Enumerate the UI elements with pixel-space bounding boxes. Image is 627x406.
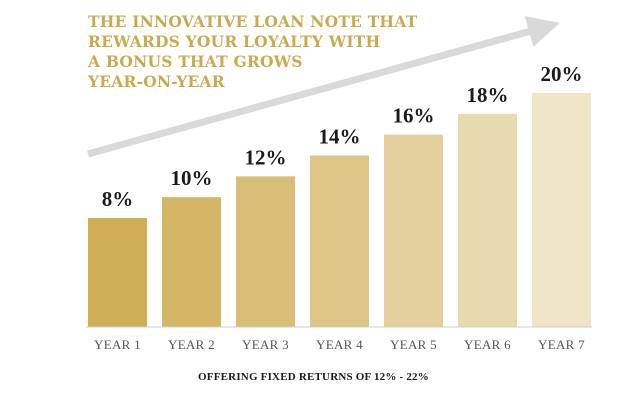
data-label-7: 20% <box>541 62 583 86</box>
x-axis-ticks: YEAR 1 YEAR 2 YEAR 3 YEAR 4 YEAR 5 YEAR 6 YEAR… <box>94 337 585 352</box>
x-tick-label-1: YEAR 1 <box>94 337 141 352</box>
data-label-3: 12% <box>245 145 287 169</box>
x-tick-label-3: YEAR 3 <box>242 337 289 352</box>
headline-line-4: YEAR-ON-YEAR <box>88 72 225 91</box>
bar-5 <box>384 134 443 327</box>
trend-arrow-head <box>524 16 560 47</box>
headline-line-1: THE INNOVATIVE LOAN NOTE THAT <box>88 12 418 31</box>
data-label-5: 16% <box>393 104 435 128</box>
data-label-6: 18% <box>467 83 509 107</box>
data-label-4: 14% <box>319 125 361 149</box>
bar-7 <box>532 93 591 327</box>
bar-6 <box>458 113 517 327</box>
trend-arrow <box>87 16 560 158</box>
data-label-1: 8% <box>102 187 134 211</box>
x-tick-label-6: YEAR 6 <box>464 337 511 352</box>
bar-2 <box>162 197 221 327</box>
headline: THE INNOVATIVE LOAN NOTE THAT REWARDS YO… <box>88 12 418 92</box>
x-tick-label-2: YEAR 2 <box>168 337 215 352</box>
trend-arrow-shaft <box>87 25 538 158</box>
footer-caption: OFFERING FIXED RETURNS OF 12% - 22% <box>198 371 429 383</box>
data-labels: 8% 10% 12% 14% 16% 18% 20% <box>102 62 583 211</box>
headline-line-2: REWARDS YOUR LOYALTY WITH <box>88 32 381 51</box>
bars <box>88 93 591 327</box>
bar-4 <box>310 155 369 327</box>
headline-line-3: A BONUS THAT GROWS <box>88 52 303 71</box>
x-tick-label-4: YEAR 4 <box>316 337 363 352</box>
x-tick-label-7: YEAR 7 <box>538 337 585 352</box>
data-label-2: 10% <box>171 166 213 190</box>
bar-3 <box>236 176 295 327</box>
bar-1 <box>88 218 147 327</box>
x-tick-label-5: YEAR 5 <box>390 337 437 352</box>
